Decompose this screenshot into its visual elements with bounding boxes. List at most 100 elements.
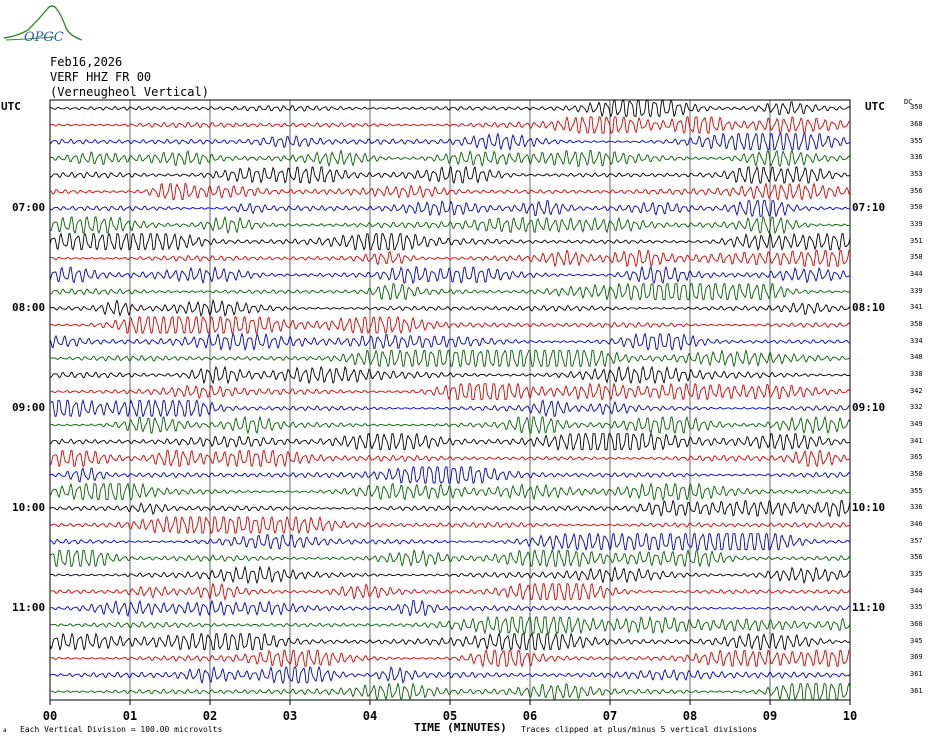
- dc-offset-value: 357: [910, 536, 923, 545]
- seismic-trace-row-26: [49, 532, 851, 552]
- seismic-trace-row-2: [49, 132, 851, 151]
- seismic-trace-row-5: [49, 182, 851, 201]
- seismic-trace-row-35: [49, 682, 851, 702]
- scale-note: Each Vertical Division = 100.00 microvol…: [20, 725, 223, 734]
- seismic-trace-row-10: [49, 265, 851, 285]
- dc-offset-value: 358: [910, 253, 923, 262]
- dc-offset-value: 336: [910, 153, 923, 162]
- traces: [49, 99, 851, 702]
- dc-offset-value: 361: [910, 670, 923, 678]
- dc-offset-value: 368: [910, 120, 923, 128]
- x-tick-label: 06: [523, 709, 537, 723]
- dc-offset-value: 342: [910, 386, 923, 395]
- dc-offset-value: 369: [910, 653, 923, 662]
- seismic-trace-row-32: [49, 632, 851, 652]
- dc-offset-value: 348: [910, 353, 923, 362]
- x-tick-label: 09: [763, 709, 777, 723]
- dc-offset-value: 339: [910, 286, 923, 295]
- dc-offset-value: 360: [910, 620, 923, 628]
- seismic-trace-row-29: [49, 582, 851, 602]
- dc-offset-value: 338: [910, 370, 923, 378]
- seismic-trace-row-31: [49, 615, 851, 635]
- dc-offset-value: 345: [910, 636, 923, 645]
- seismic-trace-row-13: [49, 315, 851, 335]
- x-tick-label: 03: [283, 709, 297, 723]
- utc-label-left: UTC: [1, 100, 21, 113]
- seismic-trace-row-7: [49, 215, 851, 235]
- seismic-trace-row-18: [49, 398, 851, 418]
- seismic-trace-row-1: [49, 115, 851, 135]
- x-tick-label: 05: [443, 709, 457, 723]
- seismic-trace-row-21: [49, 449, 851, 468]
- seismic-trace-row-0: [49, 99, 851, 118]
- seismic-trace-row-22: [49, 466, 851, 484]
- x-tick-label: 00: [43, 709, 57, 723]
- x-tick-label: 04: [363, 709, 377, 723]
- seismic-trace-row-34: [49, 665, 851, 685]
- clip-note: Traces clipped at plus/minus 5 vertical …: [521, 725, 758, 734]
- left-time-label: 07:00: [12, 201, 46, 215]
- dc-offset-value: 350: [910, 103, 923, 112]
- seismic-trace-row-9: [49, 248, 851, 268]
- seismic-trace-row-25: [49, 515, 851, 535]
- dc-offset-value: 355: [910, 136, 923, 145]
- logo-text: OPGC: [24, 30, 64, 45]
- dc-offset-value: 350: [910, 470, 923, 478]
- seismic-trace-row-28: [49, 565, 851, 585]
- dc-offset-value: 349: [910, 420, 923, 428]
- x-tick-label: 07: [603, 709, 617, 723]
- seismic-trace-row-12: [49, 299, 851, 318]
- x-tick-label: 08: [683, 709, 697, 723]
- right-time-label: 11:10: [852, 601, 886, 615]
- seismic-trace-row-20: [49, 432, 851, 452]
- header-station: (Verneugheol Vertical): [50, 85, 209, 99]
- dc-offset-value: 336: [910, 503, 923, 512]
- seismic-trace-row-33: [49, 649, 851, 668]
- seismic-trace-row-17: [49, 382, 851, 401]
- x-axis-label: TIME (MINUTES): [414, 721, 507, 734]
- right-time-label: 08:10: [852, 301, 886, 315]
- corner-mark: a: [3, 727, 7, 734]
- seismic-trace-row-6: [49, 199, 851, 218]
- dc-offset-value: 346: [910, 520, 923, 528]
- dc-label: DC: [904, 98, 913, 106]
- x-tick-label: 10: [843, 709, 857, 723]
- seismic-trace-row-3: [49, 148, 851, 168]
- x-tick-label: 02: [203, 709, 217, 723]
- left-time-label: 10:00: [12, 501, 46, 515]
- header-channel: VERF HHZ FR 00: [50, 70, 152, 84]
- dc-offset-value: 365: [910, 453, 923, 462]
- right-time-label: 10:10: [852, 501, 886, 515]
- dc-offset-value: 344: [910, 270, 923, 278]
- seismic-trace-row-27: [49, 548, 851, 568]
- dc-offset-value: 356: [910, 186, 923, 195]
- dc-offset-value: 358: [910, 320, 923, 328]
- dc-offset-value: 334: [910, 336, 923, 345]
- left-time-label: 08:00: [12, 301, 46, 315]
- seismic-trace-row-11: [49, 282, 851, 301]
- x-tick-label: 01: [123, 709, 137, 723]
- dc-offset-value: 353: [910, 170, 923, 178]
- seismic-trace-row-14: [49, 332, 851, 352]
- left-time-label: 09:00: [12, 401, 46, 415]
- dc-offset-value: 351: [910, 236, 923, 245]
- seismic-trace-row-24: [49, 499, 851, 518]
- dc-offset-value: 332: [910, 403, 923, 412]
- seismic-trace-row-19: [49, 415, 851, 435]
- left-time-label: 11:00: [12, 601, 46, 615]
- dc-offset-value: 341: [910, 303, 923, 312]
- seismic-trace-row-16: [49, 365, 851, 385]
- dc-offset-value: 356: [910, 553, 923, 562]
- dc-offset-value: 355: [910, 486, 923, 495]
- x-axis-ticks: 00 01 02 03 04 05 06 07 08 09 10: [43, 700, 857, 723]
- seismic-trace-row-15: [49, 348, 851, 368]
- dc-offset-value: 341: [910, 436, 923, 445]
- opgc-logo: OPGC: [3, 5, 83, 45]
- dc-offset-value: 344: [910, 586, 923, 595]
- dc-offset-value: 335: [910, 570, 923, 578]
- seismic-trace-row-30: [49, 599, 851, 618]
- seismic-trace-row-8: [49, 232, 851, 252]
- right-time-label: 07:10: [852, 201, 886, 215]
- dc-offset-value: 350: [910, 203, 923, 212]
